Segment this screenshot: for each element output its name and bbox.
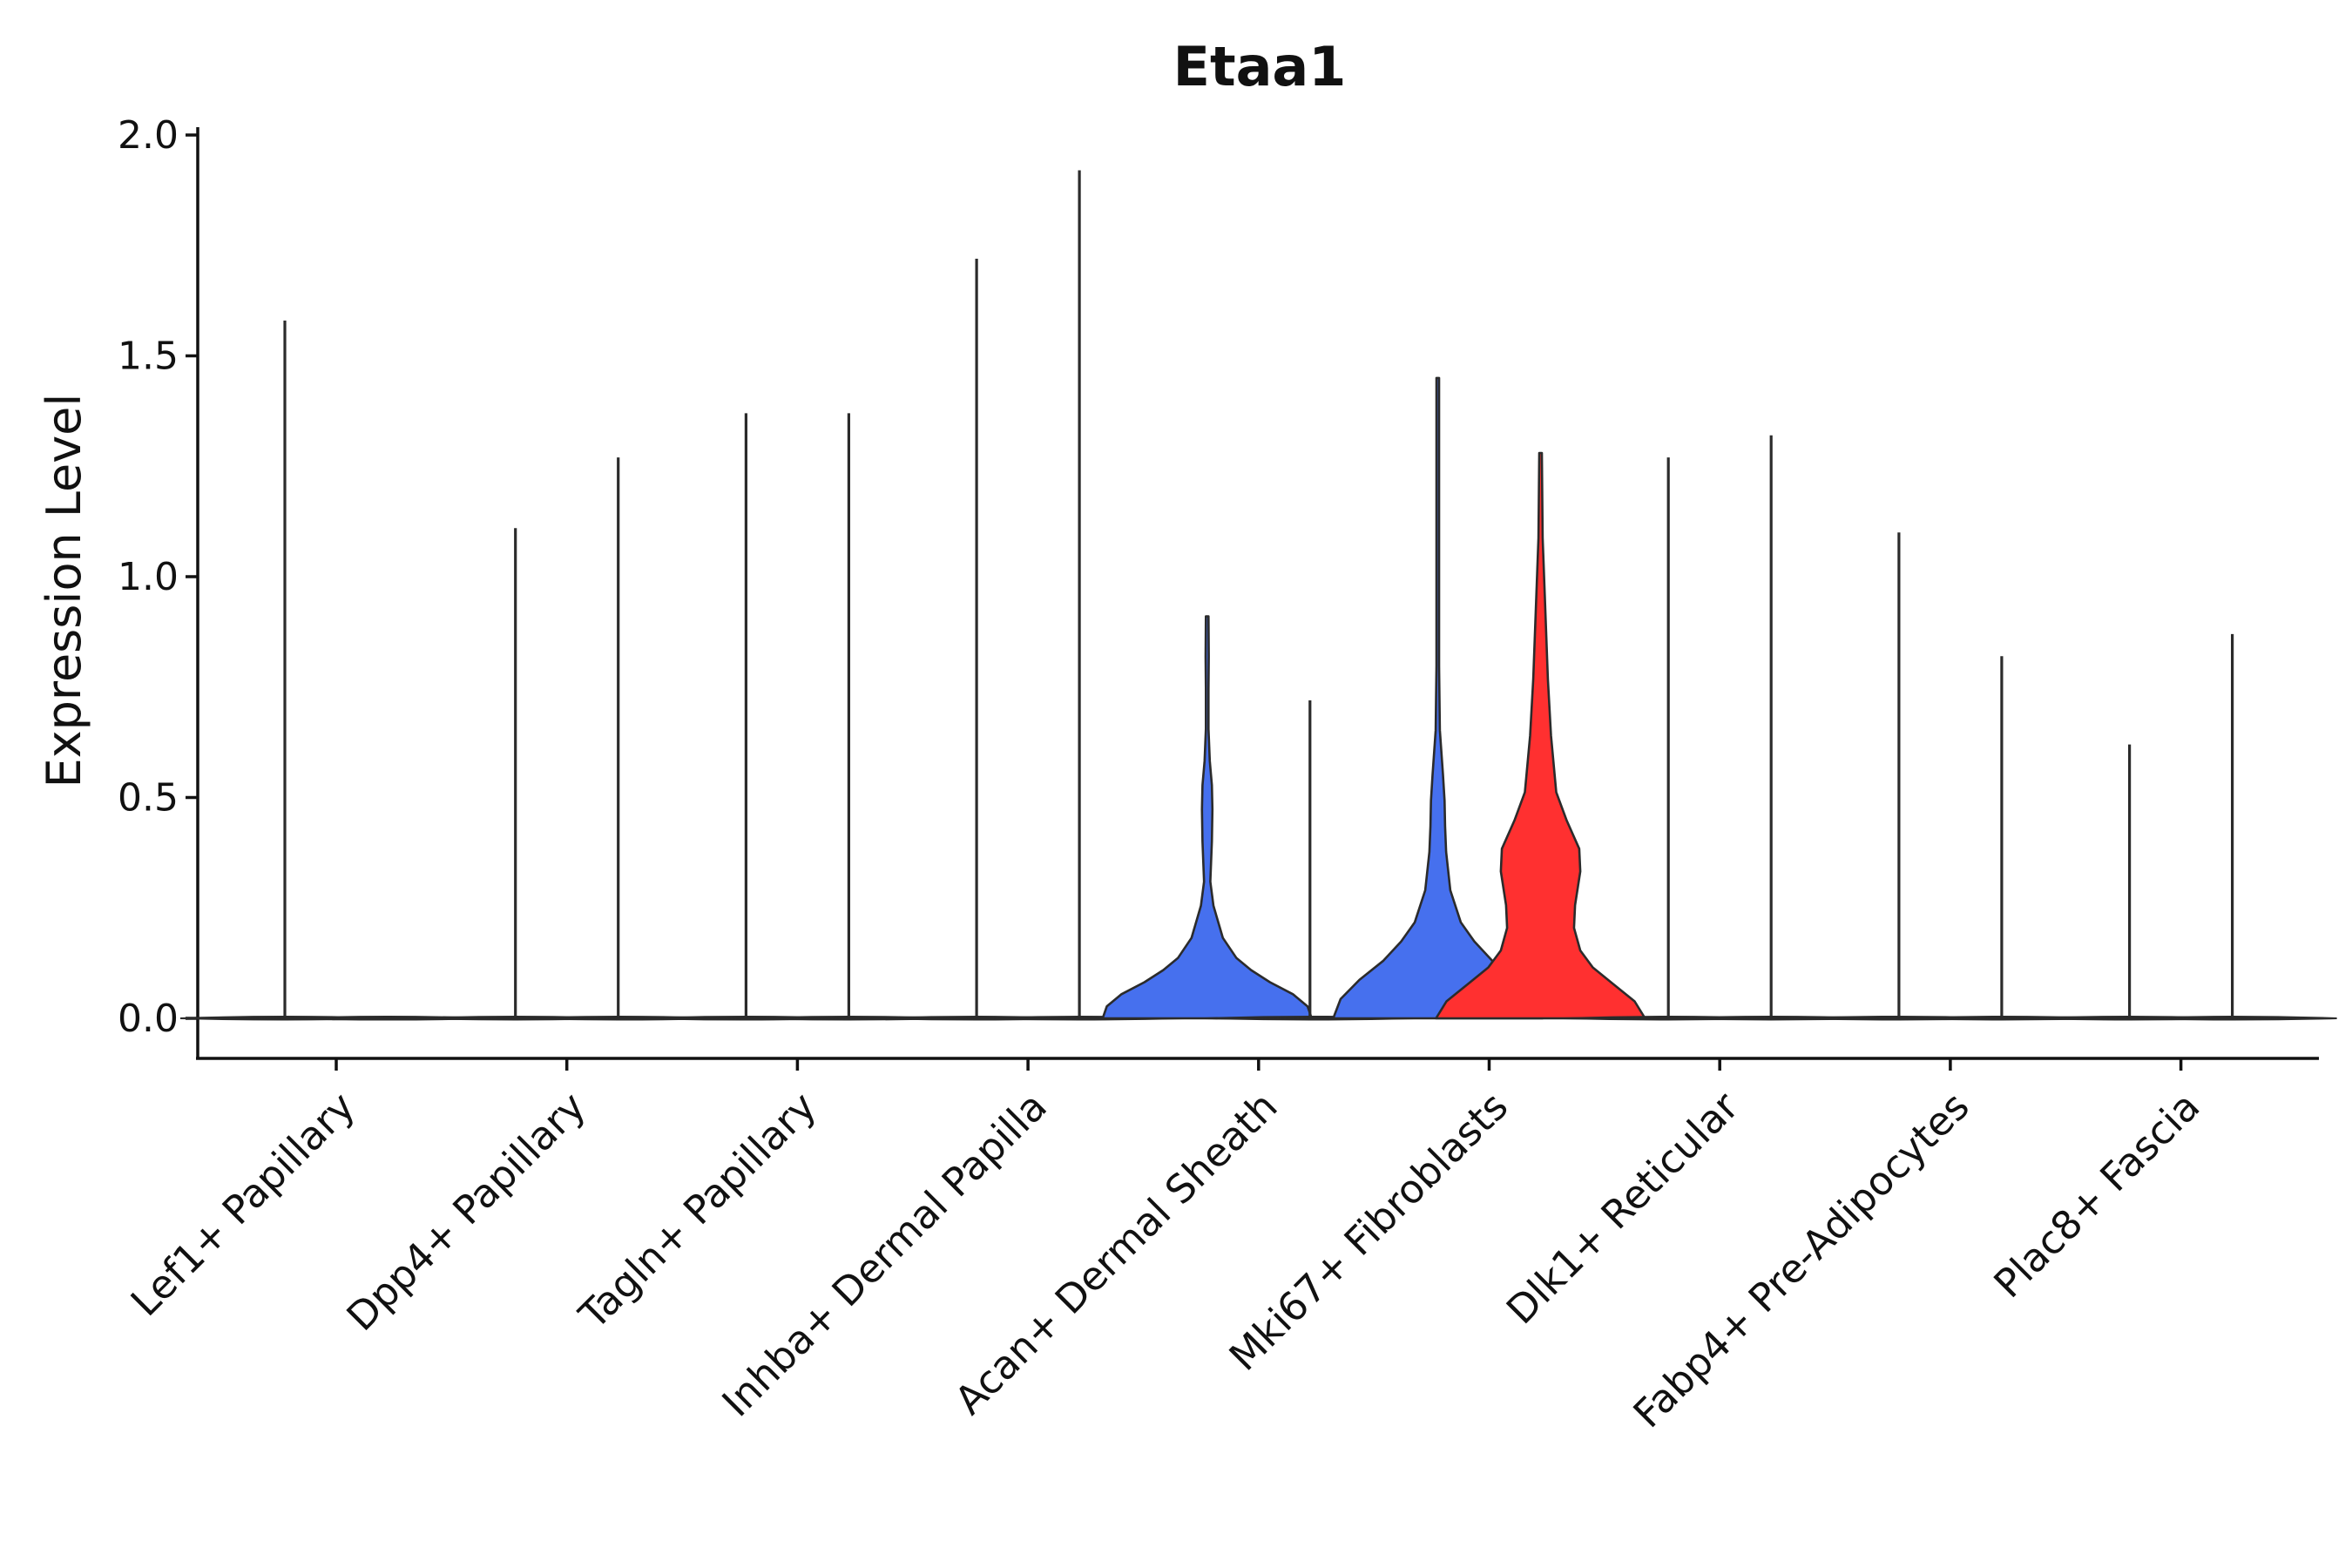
x-tick-label: Tagln+ Papillary xyxy=(570,1083,825,1338)
x-tick-label: Dlk1+ Reticular xyxy=(1497,1083,1747,1333)
y-tick-label: 1.5 xyxy=(118,335,179,379)
y-tick-label: 0.0 xyxy=(118,997,179,1041)
violin-group_2 xyxy=(1435,451,1646,1020)
y-tick-label: 0.5 xyxy=(118,776,179,821)
violin-group_1 xyxy=(1101,615,1314,1020)
x-tick-label: Dpp4+ Papillary xyxy=(338,1083,595,1340)
y-tick-label: 2.0 xyxy=(118,113,179,158)
y-tick-label: 1.0 xyxy=(118,555,179,599)
chart-title: Etaa1 xyxy=(1173,35,1347,98)
x-tick-label: Plac8+ Fascia xyxy=(1985,1083,2209,1307)
y-axis-label: Expression Level xyxy=(37,394,91,788)
x-tick-label: Lef1+ Papillary xyxy=(122,1083,364,1325)
violin-group_1 xyxy=(1332,376,1544,1020)
